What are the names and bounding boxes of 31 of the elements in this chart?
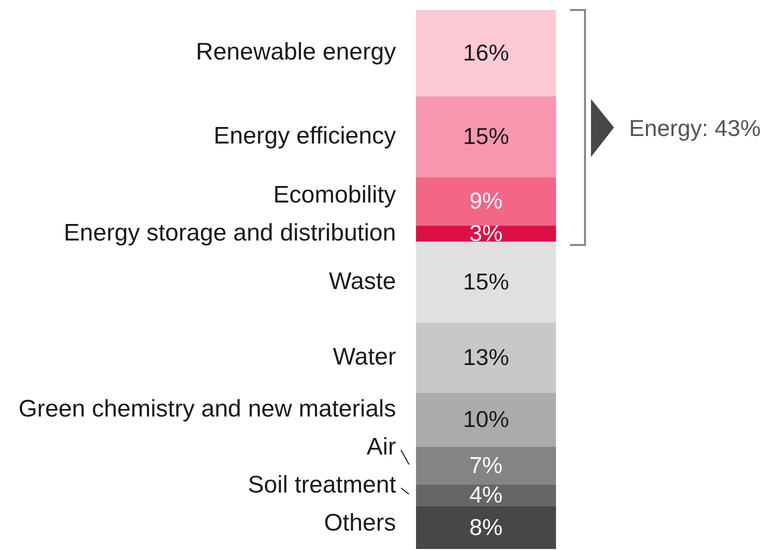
series-label: Water	[332, 343, 396, 370]
data-label: 3%	[469, 220, 503, 246]
bar	[416, 322, 556, 393]
series-label: Air	[366, 434, 396, 461]
bar	[416, 10, 556, 96]
data-label: 9%	[469, 188, 503, 214]
series-label: Energy efficiency	[214, 122, 396, 150]
series-label: Others	[324, 510, 396, 537]
series-label: Waste	[328, 268, 396, 295]
series-label: Green chemistry and new materials	[18, 396, 396, 423]
data-label: 16%	[462, 39, 510, 66]
data-label: 4%	[469, 481, 503, 508]
bar	[416, 242, 556, 323]
data-label: 10%	[462, 406, 510, 432]
text: Energy: 43%	[629, 115, 761, 141]
bar	[416, 226, 556, 242]
series-label: Soil treatment	[248, 472, 396, 499]
series-label: Ecomobility	[273, 181, 396, 208]
data-label: 13%	[462, 344, 510, 370]
bar	[416, 96, 556, 178]
data-label: 15%	[462, 123, 510, 150]
bar	[416, 484, 556, 506]
series-label: Renewable energy	[196, 38, 396, 66]
bar	[416, 446, 556, 484]
data-label: 8%	[469, 514, 503, 540]
data-label: 15%	[462, 268, 510, 295]
series-label: Energy storage and distribution	[64, 219, 396, 246]
bar	[416, 506, 556, 549]
bar	[416, 392, 556, 447]
bar	[416, 177, 556, 226]
data-label: 7%	[469, 452, 503, 478]
